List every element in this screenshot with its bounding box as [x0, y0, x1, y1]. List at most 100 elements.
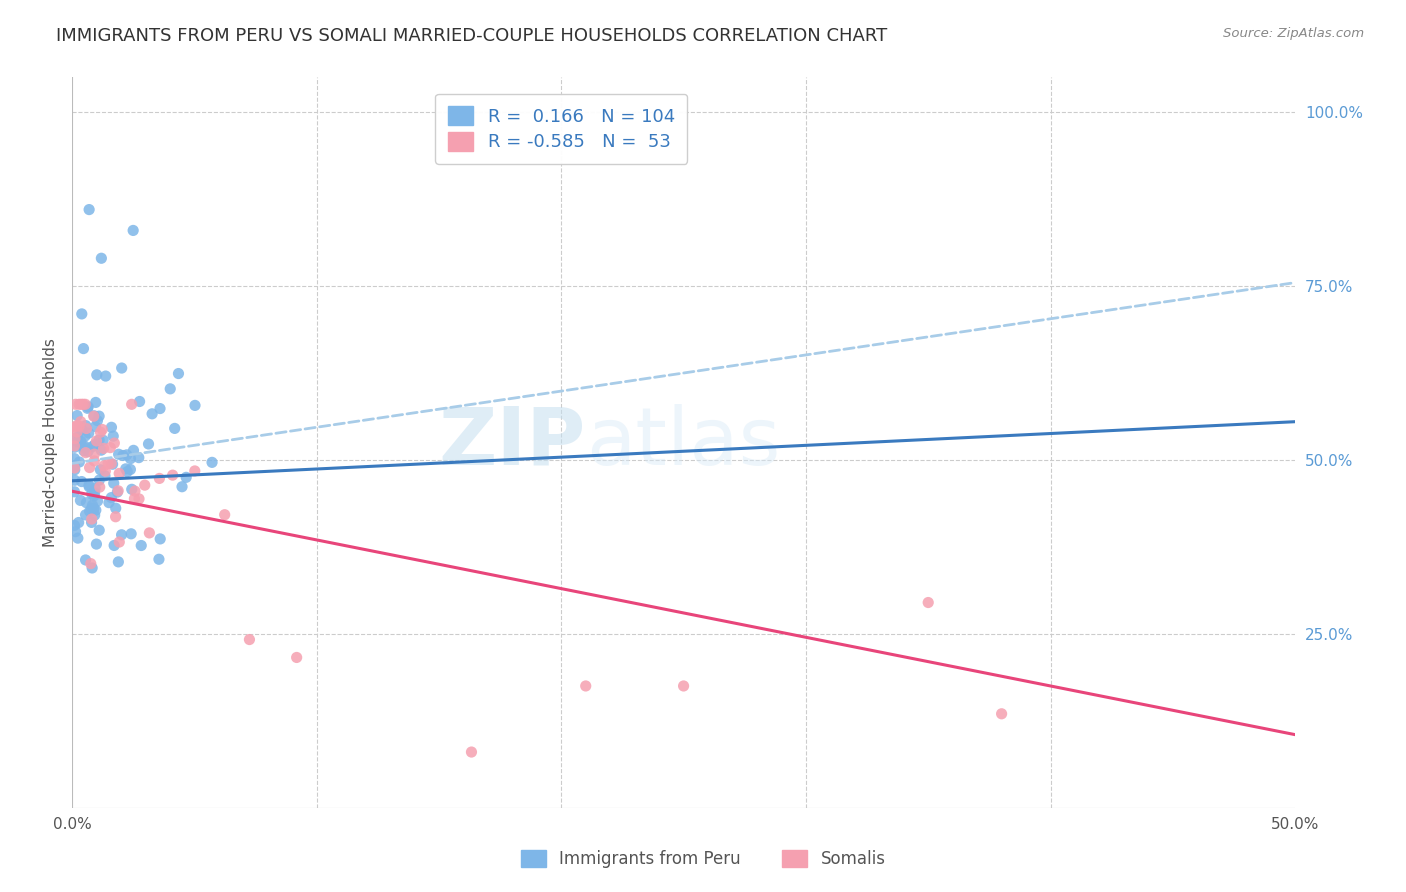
Point: [63, 439, 86, 453]
Point: [121, 483, 143, 497]
Point: [82, 440, 104, 454]
Point: [107, 483, 129, 498]
Point: [82, 498, 104, 512]
Point: [201, 455, 224, 469]
Point: [104, 501, 127, 516]
Point: [80, 516, 103, 530]
Point: [77, 425, 100, 440]
Point: [159, 382, 181, 396]
Point: [104, 509, 127, 524]
Point: [75, 418, 97, 433]
Point: [83, 501, 105, 516]
Point: [80, 557, 103, 571]
Point: [75, 421, 97, 435]
Point: [79, 460, 101, 475]
Point: [73, 443, 96, 458]
Legend: Immigrants from Peru, Somalis: Immigrants from Peru, Somalis: [513, 843, 893, 875]
Point: [69, 434, 91, 449]
Point: [89, 480, 111, 494]
Point: [63, 440, 86, 454]
Point: [162, 468, 184, 483]
Point: [94, 369, 117, 384]
Point: [89, 409, 111, 424]
Point: [163, 421, 186, 435]
Point: [124, 491, 146, 506]
Point: [108, 535, 131, 549]
Point: [67, 516, 90, 530]
Point: [93, 442, 115, 456]
Point: [83, 454, 105, 468]
Point: [184, 464, 207, 478]
Point: [103, 476, 125, 491]
Point: [149, 401, 172, 416]
Text: atlas: atlas: [586, 403, 780, 482]
Point: [91, 422, 114, 436]
Point: [124, 484, 146, 499]
Point: [148, 552, 170, 566]
Point: [122, 443, 145, 458]
Point: [63, 473, 86, 487]
Point: [128, 491, 150, 506]
Point: [108, 467, 131, 481]
Point: [66, 425, 89, 439]
Point: [103, 436, 125, 450]
Point: [120, 462, 142, 476]
Point: [90, 425, 112, 440]
Point: [83, 508, 105, 522]
Point: [75, 445, 97, 459]
Point: [460, 745, 482, 759]
Point: [138, 525, 160, 540]
Text: ZIP: ZIP: [439, 403, 586, 482]
Point: [111, 449, 134, 463]
Point: [77, 480, 100, 494]
Point: [63, 484, 86, 499]
Point: [120, 451, 142, 466]
Point: [83, 489, 105, 503]
Point: [67, 419, 90, 434]
Point: [111, 361, 134, 376]
Point: [75, 397, 97, 411]
Point: [101, 457, 124, 471]
Point: [70, 397, 93, 411]
Point: [66, 430, 89, 444]
Point: [75, 508, 97, 522]
Text: Source: ZipAtlas.com: Source: ZipAtlas.com: [1223, 27, 1364, 40]
Point: [77, 400, 100, 414]
Point: [89, 463, 111, 477]
Point: [63, 518, 86, 533]
Point: [73, 439, 96, 453]
Point: [114, 462, 136, 476]
Point: [141, 407, 163, 421]
Point: [184, 398, 207, 412]
Point: [63, 451, 86, 466]
Point: [122, 223, 145, 237]
Point: [100, 457, 122, 471]
Point: [70, 423, 93, 437]
Point: [117, 465, 139, 479]
Point: [63, 463, 86, 477]
Point: [83, 437, 105, 451]
Point: [77, 478, 100, 492]
Point: [84, 419, 107, 434]
Point: [129, 539, 152, 553]
Point: [90, 443, 112, 458]
Point: [66, 434, 89, 449]
Point: [917, 595, 939, 609]
Point: [84, 482, 107, 496]
Point: [70, 475, 93, 489]
Point: [89, 433, 111, 447]
Point: [285, 650, 308, 665]
Point: [66, 418, 89, 433]
Point: [76, 401, 98, 416]
Point: [93, 458, 115, 473]
Point: [86, 368, 108, 382]
Legend: R =  0.166   N = 104, R = -0.585   N =  53: R = 0.166 N = 104, R = -0.585 N = 53: [434, 94, 688, 164]
Point: [80, 512, 103, 526]
Point: [94, 468, 117, 483]
Point: [115, 448, 138, 462]
Point: [128, 450, 150, 465]
Point: [89, 523, 111, 537]
Point: [120, 526, 142, 541]
Point: [84, 395, 107, 409]
Point: [238, 632, 260, 647]
